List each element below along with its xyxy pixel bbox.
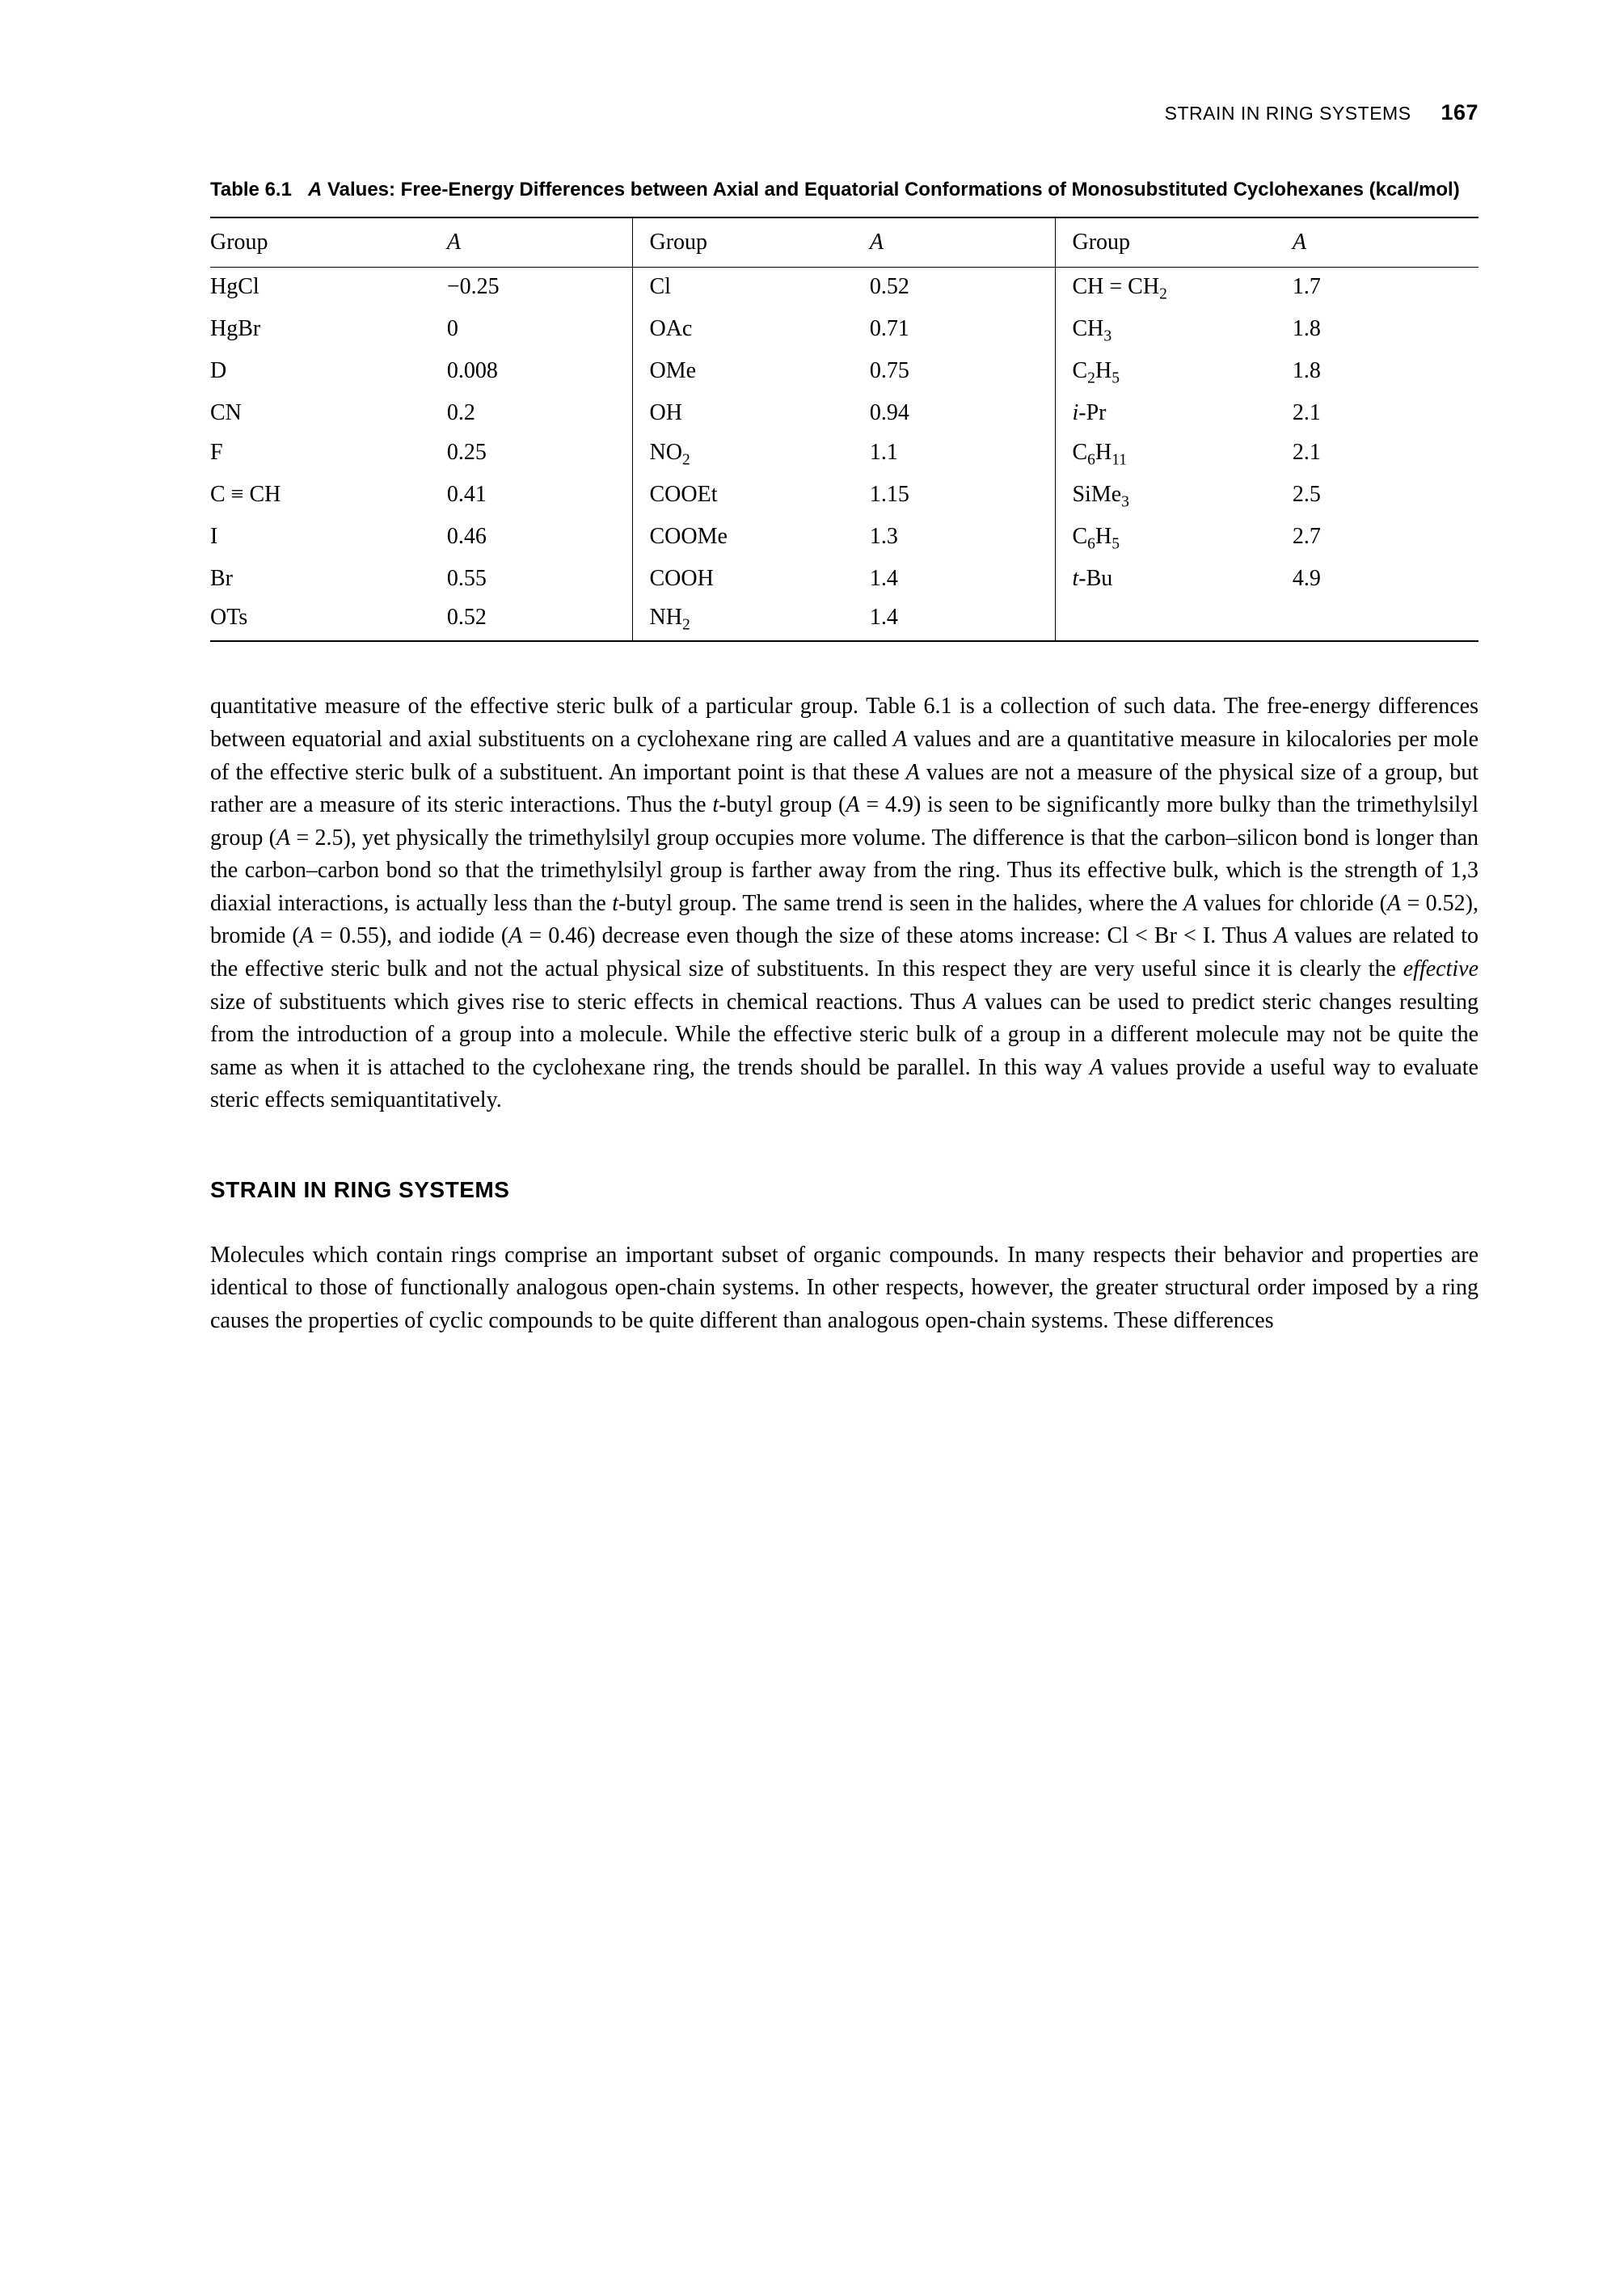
table-label: Table 6.1 [210,179,292,200]
table-row: HgBr0OAc0.71CH31.8 [210,310,1478,352]
cell-a: 1.8 [1293,352,1478,394]
cell-group: I [210,517,447,559]
cell-group: COOMe [633,517,870,559]
cell-group: CN [210,394,447,433]
cell-a: 1.1 [870,433,1056,475]
table-row: OTs0.52NH21.4 [210,598,1478,641]
cell-a: 1.4 [870,598,1056,641]
cell-a: 0.55 [447,559,633,599]
col-header-group-3: Group [1056,217,1293,268]
cell-a: 0.008 [447,352,633,394]
cell-a: 0.71 [870,310,1056,352]
cell-group: OTs [210,598,447,641]
cell-group: OH [633,394,870,433]
cell-group: CH = CH2 [1056,268,1293,310]
cell-a: 0.41 [447,475,633,517]
cell-a: 0.2 [447,394,633,433]
cell-a: 2.1 [1293,394,1478,433]
cell-a: 1.4 [870,559,1056,599]
page-number: 167 [1441,100,1478,125]
cell-a: 0.52 [870,268,1056,310]
cell-group: NO2 [633,433,870,475]
cell-group: D [210,352,447,394]
cell-group: C2H5 [1056,352,1293,394]
table-row: Br0.55COOH1.4t-Bu4.9 [210,559,1478,599]
table-title-text: Values: Free-Energy Differences between … [322,179,1459,200]
cell-group: COOEt [633,475,870,517]
table-row: D0.008OMe0.75C2H51.8 [210,352,1478,394]
body-paragraph-2: Molecules which contain rings comprise a… [210,1239,1478,1338]
body-paragraph-1: quantitative measure of the effective st… [210,690,1478,1117]
cell-group: C6H11 [1056,433,1293,475]
cell-group: C ≡ CH [210,475,447,517]
cell-group: Br [210,559,447,599]
cell-group: OAc [633,310,870,352]
table-row: I0.46COOMe1.3C6H52.7 [210,517,1478,559]
cell-group: COOH [633,559,870,599]
cell-group: HgBr [210,310,447,352]
cell-group [1056,598,1293,641]
cell-a: 1.7 [1293,268,1478,310]
col-header-group-2: Group [633,217,870,268]
cell-a: 4.9 [1293,559,1478,599]
running-header: STRAIN IN RING SYSTEMS 167 [210,97,1478,129]
col-header-a-1: A [447,217,633,268]
cell-a: 0.75 [870,352,1056,394]
cell-group: Cl [633,268,870,310]
cell-a: 2.7 [1293,517,1478,559]
cell-a: 0.25 [447,433,633,475]
cell-a: 0.52 [447,598,633,641]
cell-a: 1.3 [870,517,1056,559]
running-title: STRAIN IN RING SYSTEMS [1165,103,1411,124]
table-caption: Table 6.1 A Values: Free-Energy Differen… [210,177,1478,203]
cell-group: NH2 [633,598,870,641]
section-heading: STRAIN IN RING SYSTEMS [210,1174,1478,1207]
cell-group: i-Pr [1056,394,1293,433]
cell-a: 0.94 [870,394,1056,433]
col-header-group-1: Group [210,217,447,268]
cell-group: t-Bu [1056,559,1293,599]
cell-a [1293,598,1478,641]
cell-group: OMe [633,352,870,394]
col-header-a-2: A [870,217,1056,268]
col-header-a-3: A [1293,217,1478,268]
table-row: CN0.2OH0.94i-Pr2.1 [210,394,1478,433]
cell-group: HgCl [210,268,447,310]
cell-a: 0 [447,310,633,352]
cell-group: CH3 [1056,310,1293,352]
table-header-row: Group A Group A Group A [210,217,1478,268]
table-body: HgCl−0.25Cl0.52CH = CH21.7 HgBr0OAc0.71C… [210,268,1478,642]
table-row: F0.25NO21.1C6H112.1 [210,433,1478,475]
cell-a: 1.15 [870,475,1056,517]
a-values-table: Group A Group A Group A HgCl−0.25Cl0.52C… [210,217,1478,643]
table-row: C ≡ CH0.41COOEt1.15SiMe32.5 [210,475,1478,517]
cell-a: 0.46 [447,517,633,559]
cell-group: F [210,433,447,475]
cell-group: C6H5 [1056,517,1293,559]
table-row: HgCl−0.25Cl0.52CH = CH21.7 [210,268,1478,310]
cell-group: SiMe3 [1056,475,1293,517]
cell-a: 2.5 [1293,475,1478,517]
cell-a: 1.8 [1293,310,1478,352]
cell-a: −0.25 [447,268,633,310]
cell-a: 2.1 [1293,433,1478,475]
table-title-italic-a: A [308,179,322,200]
